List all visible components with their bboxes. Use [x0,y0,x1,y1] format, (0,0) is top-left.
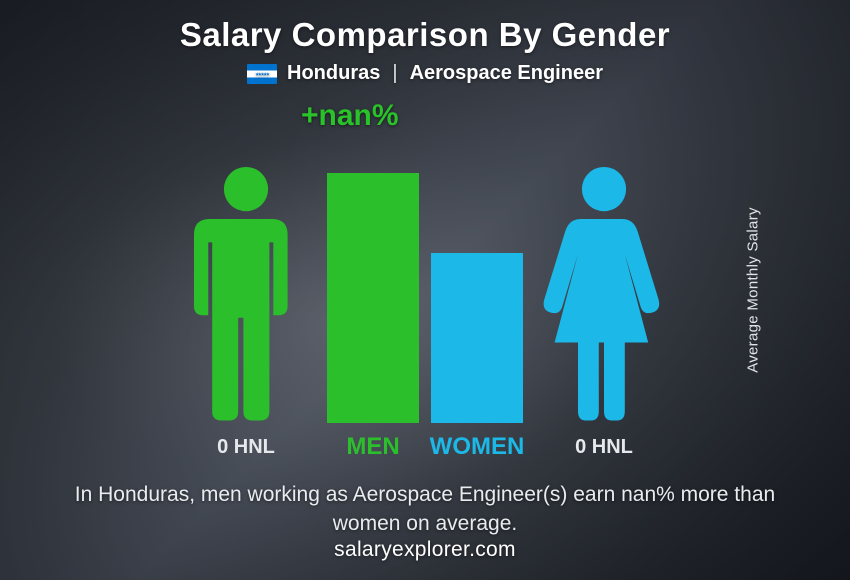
infographic-root: Salary Comparison By Gender Honduras | A… [0,0,850,580]
country-label: Honduras [287,62,380,85]
role-label: Aerospace Engineer [410,62,603,85]
male-icon [181,158,311,423]
women-value: 0 HNL [529,436,679,459]
yaxis-label: Average Monthly Salary [745,207,762,373]
footer-link[interactable]: salaryexplorer.com [334,538,516,562]
page-title: Salary Comparison By Gender [180,16,670,54]
flag-icon [247,64,277,84]
labels-row: 0 HNL MEN WOMEN 0 HNL [145,433,705,461]
subtitle-row: Honduras | Aerospace Engineer [247,62,603,85]
men-bar-col [323,173,423,423]
women-bar [431,253,523,423]
men-bar [327,173,419,423]
women-label: WOMEN [425,433,529,461]
separator: | [392,62,397,85]
women-icon-col [529,158,679,423]
women-bar-col [427,253,527,423]
percent-diff-label: +nan% [301,99,399,133]
men-icon-col [171,158,321,423]
description-text: In Honduras, men working as Aerospace En… [65,481,785,538]
female-icon [539,158,669,423]
chart-area: +nan% [145,105,705,423]
men-label: MEN [321,433,425,461]
men-value: 0 HNL [171,436,321,459]
